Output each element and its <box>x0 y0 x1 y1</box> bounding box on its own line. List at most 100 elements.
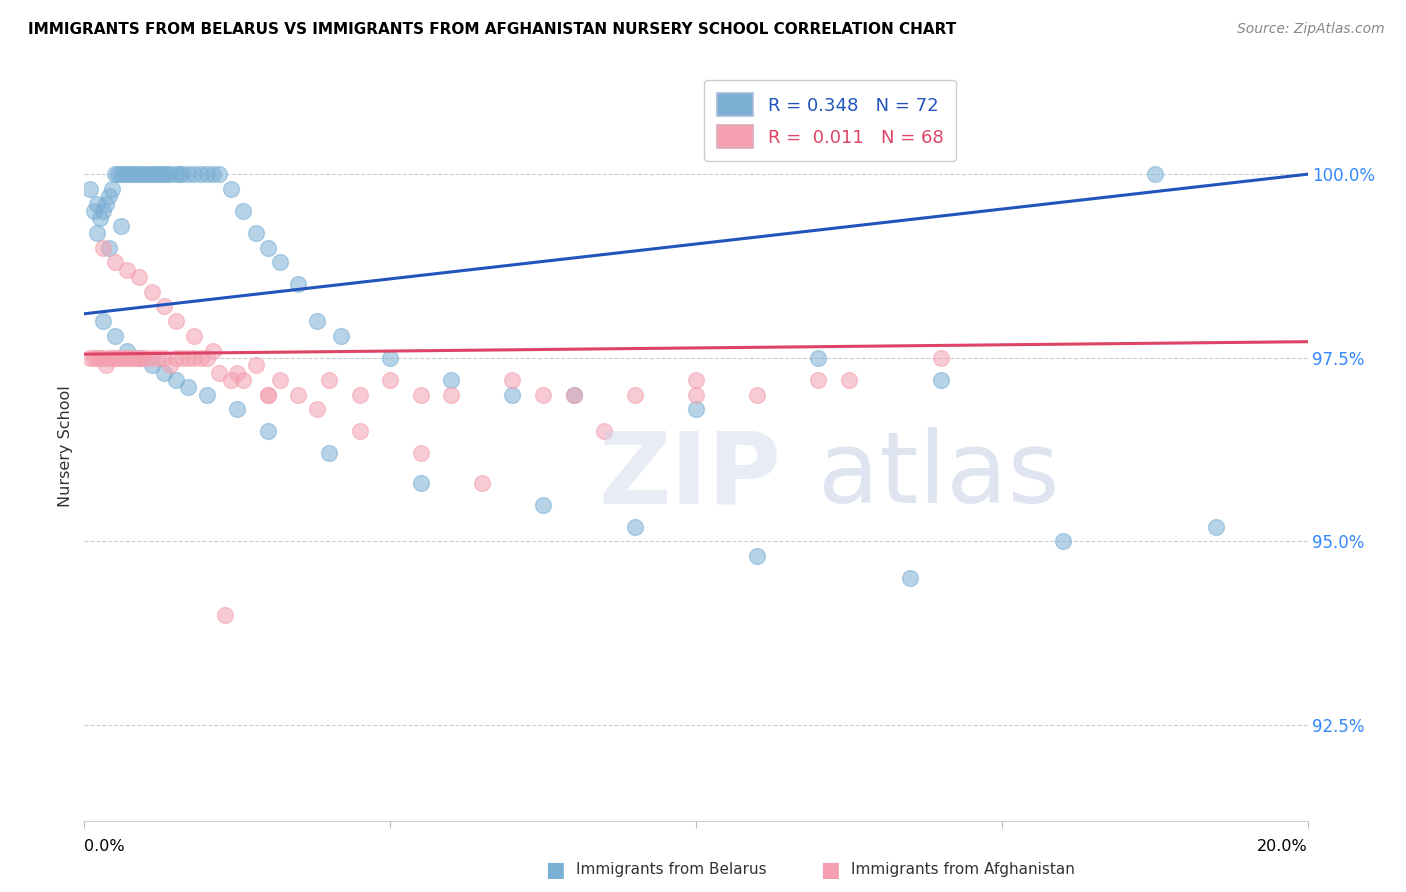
Point <box>1205 520 1227 534</box>
Point <box>159 358 181 372</box>
Point <box>380 373 402 387</box>
Point <box>1052 534 1074 549</box>
Point <box>219 373 242 387</box>
Point <box>128 270 150 285</box>
Point <box>257 387 280 401</box>
Point <box>165 373 187 387</box>
Point <box>502 387 524 401</box>
Point <box>226 366 249 380</box>
Point <box>380 351 402 365</box>
Point <box>269 255 291 269</box>
Point <box>167 167 190 181</box>
Point <box>195 387 218 401</box>
Point <box>89 351 111 365</box>
Point <box>257 387 280 401</box>
Text: Source: ZipAtlas.com: Source: ZipAtlas.com <box>1237 22 1385 37</box>
Point <box>97 351 120 365</box>
Point <box>177 351 200 365</box>
Point <box>104 167 127 181</box>
Text: 20.0%: 20.0% <box>1257 839 1308 855</box>
Point <box>104 255 127 269</box>
Point <box>94 358 117 372</box>
Point <box>79 182 101 196</box>
Point <box>110 351 132 365</box>
Point <box>91 241 114 255</box>
Point <box>624 520 647 534</box>
Point <box>531 387 554 401</box>
Point <box>112 351 135 365</box>
Point <box>128 167 150 181</box>
Point <box>135 167 157 181</box>
Point <box>219 182 242 196</box>
Point <box>208 366 231 380</box>
Point <box>898 571 921 585</box>
Point <box>110 167 132 181</box>
Point <box>330 328 353 343</box>
Point <box>101 182 124 196</box>
Point <box>159 167 181 181</box>
Point <box>107 351 129 365</box>
Point <box>131 351 153 365</box>
Point <box>104 328 127 343</box>
Point <box>232 203 254 218</box>
Text: Immigrants from Belarus: Immigrants from Belarus <box>576 863 768 877</box>
Point <box>131 167 153 181</box>
Point <box>83 203 105 218</box>
Point <box>86 351 108 365</box>
Point <box>165 167 187 181</box>
Point <box>214 607 236 622</box>
Legend: R = 0.348   N = 72, R =  0.011   N = 68: R = 0.348 N = 72, R = 0.011 N = 68 <box>704 80 956 161</box>
Point <box>120 351 142 365</box>
Point <box>838 373 860 387</box>
Point <box>122 167 145 181</box>
Point <box>115 343 138 358</box>
Point <box>183 167 205 181</box>
Point <box>624 387 647 401</box>
Point <box>208 167 231 181</box>
Text: 0.0%: 0.0% <box>84 839 125 855</box>
Point <box>115 351 138 365</box>
Point <box>79 351 101 365</box>
Point <box>115 262 138 277</box>
Point <box>91 351 114 365</box>
Point <box>115 167 138 181</box>
Point <box>807 373 830 387</box>
Point <box>172 167 194 181</box>
Point <box>245 358 267 372</box>
Point <box>83 351 105 365</box>
Point <box>143 167 166 181</box>
Point <box>195 351 218 365</box>
Point <box>685 387 707 401</box>
Point <box>807 351 830 365</box>
Point <box>165 351 187 365</box>
Point <box>195 167 218 181</box>
Point <box>502 373 524 387</box>
Point <box>232 373 254 387</box>
Point <box>440 387 463 401</box>
Point <box>104 351 127 365</box>
Point <box>125 351 148 365</box>
Point <box>349 425 371 439</box>
Point <box>177 167 200 181</box>
Point <box>440 373 463 387</box>
Point <box>135 351 157 365</box>
Point <box>141 167 163 181</box>
Point <box>929 373 952 387</box>
Point <box>318 446 340 460</box>
Y-axis label: Nursery School: Nursery School <box>58 385 73 507</box>
Point <box>165 314 187 328</box>
Point <box>201 343 224 358</box>
Point <box>685 402 707 417</box>
Point <box>128 351 150 365</box>
Point <box>97 189 120 203</box>
Point <box>305 402 328 417</box>
Point <box>172 351 194 365</box>
Point <box>257 425 280 439</box>
Point <box>409 475 432 490</box>
Point <box>183 328 205 343</box>
Point <box>190 351 212 365</box>
Text: atlas: atlas <box>818 427 1060 524</box>
Point <box>471 475 494 490</box>
Point <box>112 167 135 181</box>
Point <box>409 387 432 401</box>
